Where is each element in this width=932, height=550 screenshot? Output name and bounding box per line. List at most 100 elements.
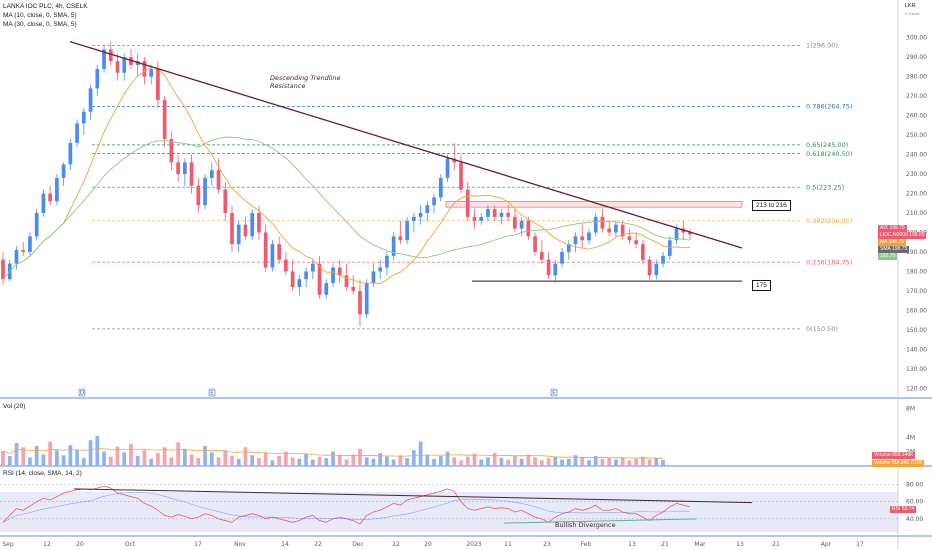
price-tag-3: SMA 198.75 <box>878 246 910 253</box>
price-tick-1: 290.00 <box>906 54 927 61</box>
candle-body <box>122 57 127 73</box>
volume-legend[interactable]: Vol (20) <box>3 403 26 410</box>
volume-bar <box>129 443 133 466</box>
candle-body <box>48 193 52 202</box>
time-tick-19: 21 <box>772 541 780 548</box>
volume-bar <box>418 441 423 466</box>
volume-bar <box>391 459 396 466</box>
candle-body <box>189 162 194 186</box>
candle-body <box>647 259 652 276</box>
volume-bar <box>290 457 295 466</box>
candle-body <box>634 240 638 245</box>
candle-body <box>539 251 544 260</box>
event-marker-label-1: E <box>210 390 214 397</box>
fib-label-0.236: 0.236(184.75) <box>806 258 852 266</box>
volume-bar <box>55 450 59 466</box>
volume-bar <box>337 455 342 466</box>
volume-bar <box>263 452 268 466</box>
rsi-tag: RSI 53.74 <box>890 506 917 513</box>
time-tick-16: 21 <box>661 541 669 548</box>
time-tick-6: 14 <box>281 541 289 548</box>
time-tick-14: Feb <box>581 541 592 548</box>
candle-body <box>445 158 450 178</box>
volume-bar <box>600 458 605 466</box>
candle-body <box>95 68 100 89</box>
volume-bar <box>61 455 66 466</box>
volume-bar <box>573 455 578 466</box>
trendline-annotation: Descending Trendline Resistance <box>270 74 343 90</box>
volume-bar <box>304 453 308 466</box>
candle-body <box>1 259 5 280</box>
volume-bar <box>162 447 167 466</box>
volume-bar <box>183 448 187 466</box>
candle-body <box>533 236 537 252</box>
price-tick-2: 280.00 <box>906 74 927 81</box>
ma10-legend[interactable]: MA (10, close, 0, SMA, 5) <box>3 12 77 19</box>
volume-bar <box>344 459 349 466</box>
price-tick-14: 160.00 <box>906 307 927 314</box>
candle-body <box>203 177 207 206</box>
zone-label-box: 213 to 216 <box>752 200 791 211</box>
volume-bar <box>68 445 73 466</box>
price-tick-11: 190.00 <box>906 249 927 256</box>
volume-bar <box>546 458 551 466</box>
rsi-trendline <box>73 488 753 504</box>
rsi-legend[interactable]: RSI (14, close, SMA, 14, 2) <box>3 470 82 477</box>
candle-body <box>14 250 19 264</box>
volume-bar <box>566 458 571 466</box>
volume-bar <box>156 453 160 466</box>
volume-bar <box>647 459 652 466</box>
candle-body <box>412 216 416 221</box>
candle-body <box>351 287 356 291</box>
volume-bar <box>492 453 497 466</box>
candle-body <box>310 263 315 272</box>
event-marker-2 <box>550 388 558 397</box>
volume-bar <box>270 460 275 466</box>
moving-averages <box>2 66 691 284</box>
candle-body <box>61 164 66 178</box>
candle-body <box>546 259 551 276</box>
volume-bar <box>412 450 416 466</box>
bullish-divergence-line <box>503 518 697 524</box>
volume-bar <box>41 454 46 466</box>
candle-body <box>21 250 26 252</box>
candle-body <box>385 255 389 268</box>
time-tick-10: 20 <box>424 541 432 548</box>
fib-label-0: 0(150.50) <box>806 325 838 333</box>
volume-bar <box>533 457 537 466</box>
trendline-annotation-line1: Descending Trendline <box>270 74 340 82</box>
fib-label-0.5: 0.5(223.25) <box>806 183 844 191</box>
candle-body <box>573 236 578 245</box>
volume-bar <box>169 457 174 466</box>
candle-body <box>284 259 288 272</box>
time-tick-12: 11 <box>504 541 512 548</box>
volume-bar <box>465 456 470 466</box>
candle-body <box>102 49 106 69</box>
price-tick-7: 230.00 <box>906 171 927 178</box>
candle-body <box>506 213 510 217</box>
time-tick-13: 23 <box>543 541 551 548</box>
candle-body <box>667 240 672 256</box>
time-tick-5: Nov <box>234 541 246 548</box>
candle-body <box>499 213 504 217</box>
volume-bar <box>486 457 490 466</box>
time-tick-8: Dec <box>352 541 364 548</box>
volume-bar <box>438 455 443 466</box>
volume-bar <box>236 458 241 466</box>
fib-label-0.786: 0.786(264.75) <box>806 103 852 111</box>
candle-body <box>304 271 308 280</box>
time-tick-2: 20 <box>76 541 84 548</box>
volume-bar <box>196 458 201 466</box>
ma30-legend[interactable]: MA (30, close, 0, SMA, 5) <box>3 21 77 28</box>
price-tick-17: 130.00 <box>906 366 927 373</box>
rsi-ma-line <box>2 492 691 523</box>
volume-bar <box>1 450 5 466</box>
time-tick-18: 13 <box>736 541 744 548</box>
rsi-tick-2: 40.00 <box>906 516 923 523</box>
candle-body <box>600 216 605 229</box>
price-tick-18: 120.00 <box>906 385 927 392</box>
candle-body <box>519 220 524 229</box>
candle-body <box>75 123 79 143</box>
price-tag-1: LIOC.N0000 199.00 <box>878 232 927 239</box>
volume-bar <box>499 458 504 466</box>
